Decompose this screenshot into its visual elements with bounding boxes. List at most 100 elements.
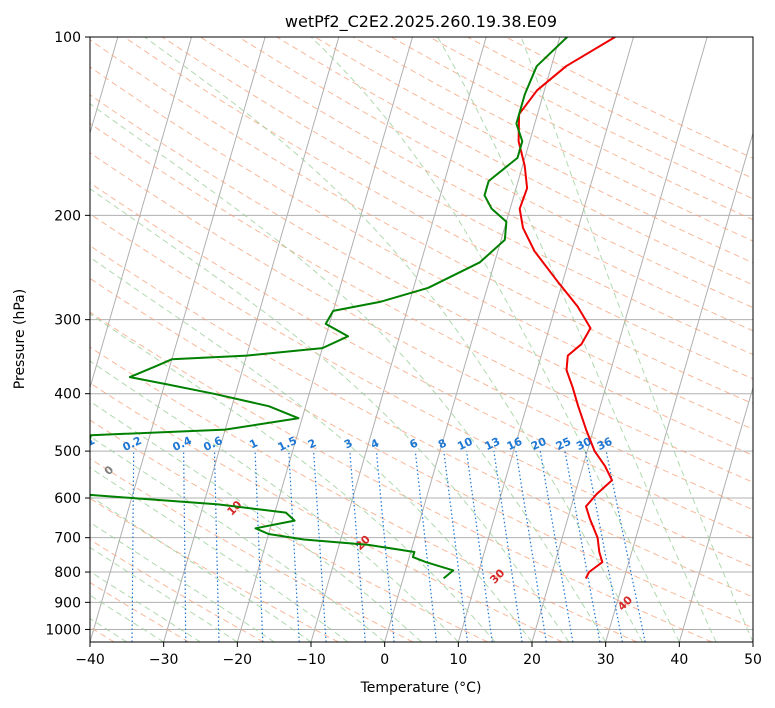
mixing-ratio-label: 3 <box>342 436 354 451</box>
mixing-ratio-line <box>82 451 87 642</box>
isotherm-line <box>384 37 561 642</box>
dry-adiabat-line <box>90 94 753 456</box>
isotherm-line <box>457 37 634 642</box>
dry-adiabat-line <box>90 122 753 483</box>
dry-adiabat-line <box>90 346 638 642</box>
dry-adiabat-line <box>90 382 563 642</box>
mixing-ratio-line <box>539 451 574 642</box>
x-tick-label: −40 <box>75 652 105 668</box>
dry-adiabat-line <box>200 37 753 332</box>
mixing-ratio-label: 1 <box>247 436 259 451</box>
isotherm-line <box>752 640 753 642</box>
mixing-ratio-line <box>414 451 438 642</box>
y-axis-label: Pressure (hPa) <box>12 289 28 389</box>
y-tick-label: 200 <box>54 208 81 224</box>
isotherm-line <box>90 37 192 390</box>
y-tick-label: 800 <box>54 565 81 581</box>
dry-adiabat-label: 30 <box>487 566 507 586</box>
mixing-ratio-label: 10 <box>455 435 475 453</box>
dry-adiabat-label: -10 <box>0 422 5 445</box>
x-tick-label: −20 <box>223 652 253 668</box>
mixing-ratio-line <box>564 450 601 642</box>
moist-adiabat-line <box>144 37 643 642</box>
mixing-ratio-line <box>465 451 493 642</box>
dry-adiabat-line <box>90 213 753 568</box>
dry-adiabat-line <box>238 37 753 309</box>
moist-adiabat-line <box>90 467 349 642</box>
mixing-ratio-line <box>584 450 623 642</box>
x-tick-label: 0 <box>380 652 389 668</box>
dry-adiabat-line <box>90 539 264 642</box>
x-tick-label: 40 <box>670 652 688 668</box>
y-axis-ticks: 100 200 300 400 500 600 700 800 900 1000 <box>45 30 90 638</box>
y-tick-label: 500 <box>54 444 81 460</box>
y-tick-label: 300 <box>54 313 81 329</box>
mixing-ratio-line <box>313 451 327 642</box>
moist-adiabat-line <box>90 313 496 642</box>
mixing-ratio-line <box>493 451 523 642</box>
mixing-ratio-line <box>131 451 135 642</box>
mixing-ratio-label: 0.1 <box>74 434 97 454</box>
dry-adiabat-line <box>90 245 753 598</box>
y-tick-label: 900 <box>54 595 81 611</box>
mixing-ratio-label: 16 <box>505 435 525 453</box>
mixing-ratio-line <box>515 451 547 642</box>
mixing-ratio-line <box>213 451 220 642</box>
moist-adiabat-line <box>310 37 680 642</box>
y-tick-label: 100 <box>54 30 81 46</box>
x-tick-label: −30 <box>149 652 179 668</box>
moist-adiabat-line <box>520 37 753 642</box>
dry-adiabat-line <box>90 419 488 642</box>
dry-adiabat-line <box>90 152 753 511</box>
plot-frame <box>89 36 754 643</box>
x-tick-label: 50 <box>744 652 762 668</box>
dry-adiabat-line <box>90 457 414 642</box>
moist-adiabat-line <box>90 400 422 642</box>
grid-lines <box>82 37 753 642</box>
x-axis-ticks: −40 −30 −20 −10 0 10 20 30 40 50 <box>75 642 762 668</box>
chart-title: wetPf2_C2E2.2025.260.19.38.E09 <box>285 12 557 32</box>
dry-adiabat-label: 20 <box>353 533 373 553</box>
isotherm-line <box>236 37 413 642</box>
mixing-ratio-line <box>605 450 646 642</box>
mixing-ratio-label: 2 <box>306 436 318 451</box>
mixing-ratio-label: 36 <box>595 435 615 453</box>
moist-adiabat-line <box>90 188 570 642</box>
dry-adiabat-label: 40 <box>615 593 635 613</box>
x-tick-label: −10 <box>296 652 326 668</box>
mixing-ratio-label: 4 <box>369 436 382 451</box>
x-tick-label: 20 <box>523 652 541 668</box>
dry-adiabat-line <box>276 37 753 286</box>
dewpoint-profile-line <box>90 37 568 580</box>
mixing-ratio-line <box>288 451 300 642</box>
moist-adiabat-line <box>90 360 459 642</box>
dry-adiabat-line <box>429 37 753 200</box>
dry-adiabat-line <box>123 37 753 380</box>
moist-adiabat-line <box>437 37 717 642</box>
moist-adiabat-line <box>90 103 607 642</box>
dry-adiabat-line <box>161 37 753 356</box>
dry-adiabat-line <box>352 37 753 242</box>
dry-adiabat-line <box>90 182 753 539</box>
moist-adiabat-line <box>90 256 533 642</box>
y-tick-label: 600 <box>54 491 81 507</box>
moist-adiabat-line <box>90 521 275 642</box>
dry-adiabat-line <box>467 37 753 179</box>
profile-series <box>90 37 616 580</box>
y-tick-label: 400 <box>54 387 81 403</box>
x-tick-label: 10 <box>449 652 467 668</box>
moist-adiabat-line <box>90 546 238 642</box>
dry-adiabat-line <box>90 581 190 642</box>
isotherm-line <box>678 385 753 642</box>
dry-adiabat-line <box>90 277 753 629</box>
x-tick-label: 30 <box>597 652 615 668</box>
dry-adiabat-line <box>90 311 712 642</box>
x-axis-label: Temperature (°C) <box>360 680 482 696</box>
isotherm-line <box>531 37 708 642</box>
isotherm-line <box>163 37 340 642</box>
moist-adiabat-line <box>90 435 386 642</box>
y-tick-label: 1000 <box>45 622 81 638</box>
dry-adiabat-label: 0 <box>102 463 117 478</box>
y-tick-label: 700 <box>54 531 81 547</box>
mixing-ratio-line <box>443 451 469 642</box>
